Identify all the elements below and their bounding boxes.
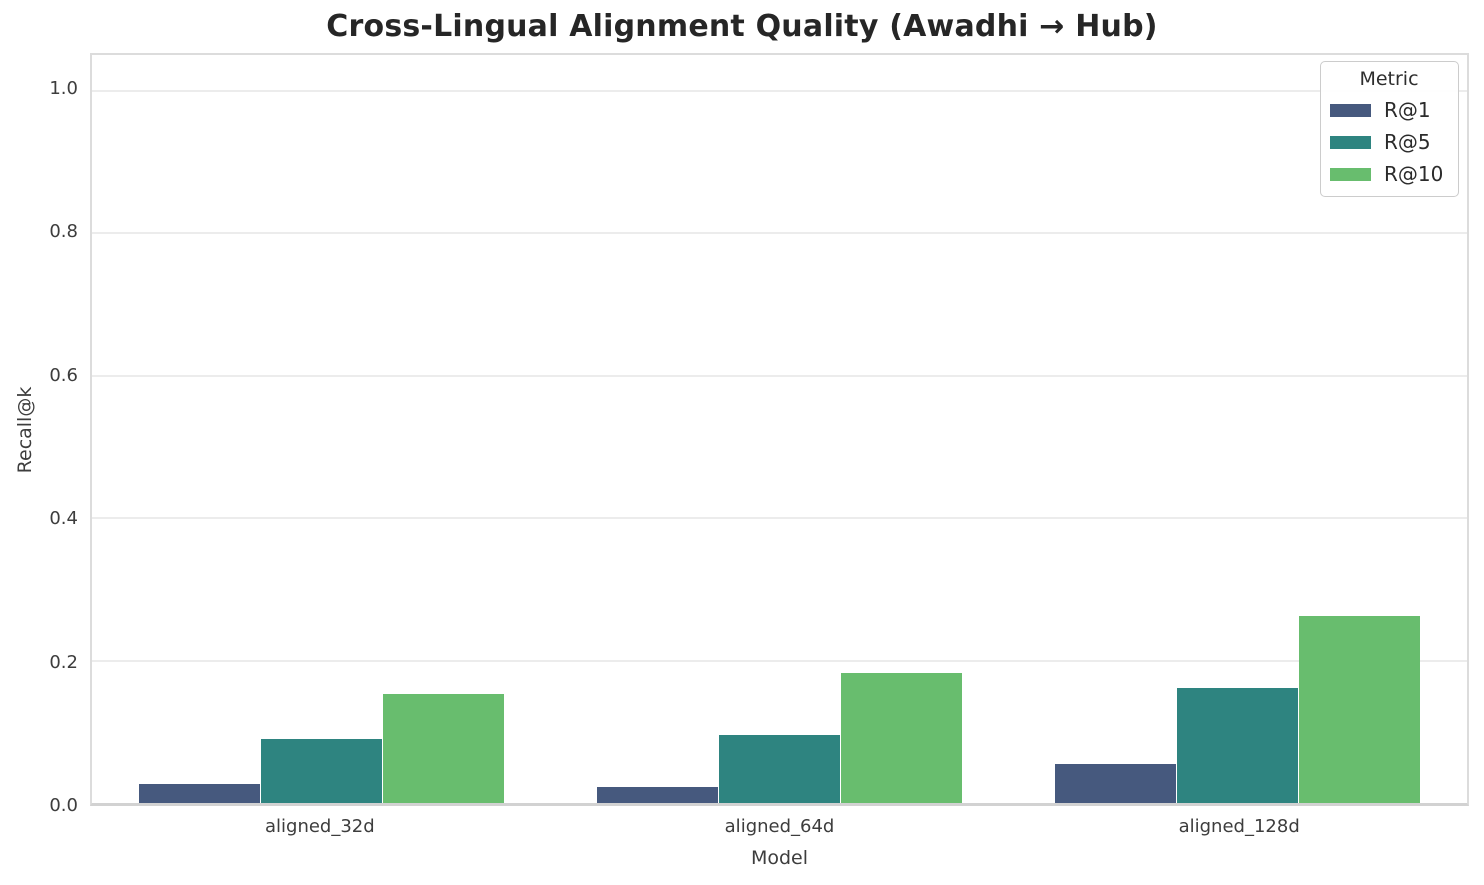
legend-title: Metric	[1359, 68, 1419, 90]
x-axis-label: Model	[750, 847, 809, 869]
bar-R@5-aligned_128d	[1177, 688, 1299, 803]
y-tick-label: 0.6	[49, 364, 78, 386]
bar-R@5-aligned_64d	[718, 735, 840, 803]
gridline-1	[92, 89, 1467, 92]
x-axis-ticks: aligned_32d aligned_64d aligned_128d	[90, 816, 1469, 837]
legend-swatch-icon	[1330, 167, 1371, 181]
y-tick-label: 0.8	[49, 221, 78, 243]
gridline-0.2	[92, 659, 1467, 662]
legend-item-R@5: R@5	[1330, 130, 1448, 154]
legend-items: R@1 R@5 R@10	[1330, 98, 1448, 186]
bar-group-aligned_64d	[550, 55, 1008, 803]
gridline-0.8	[92, 232, 1467, 235]
bars-layer	[92, 55, 1467, 803]
x-tick-label-aligned_32d: aligned_32d	[264, 816, 375, 837]
bar-R@10-aligned_32d	[382, 694, 504, 803]
bar-R@1-aligned_32d	[138, 783, 260, 803]
bar-group-aligned_32d	[92, 55, 550, 803]
bar-group-aligned_128d	[1009, 55, 1467, 803]
y-tick-label: 0.0	[49, 795, 78, 816]
bar-R@1-aligned_64d	[596, 787, 718, 803]
bar-R@5-aligned_32d	[260, 738, 382, 803]
x-tick-label-aligned_64d: aligned_64d	[724, 816, 835, 837]
legend-label: R@10	[1384, 162, 1444, 186]
bar-R@10-aligned_64d	[840, 672, 962, 803]
legend-swatch-icon	[1330, 103, 1371, 117]
legend-label: R@1	[1384, 98, 1431, 122]
gridline-0.4	[92, 517, 1467, 520]
legend-swatch-icon	[1330, 135, 1371, 149]
plot-area: Metric R@1 R@5 R@10	[90, 53, 1469, 806]
legend-item-R@10: R@10	[1330, 162, 1448, 186]
legend: Metric R@1 R@5 R@10	[1320, 61, 1459, 197]
bar-R@10-aligned_128d	[1299, 616, 1421, 803]
chart-title: Cross-Lingual Alignment Quality (Awadhi …	[326, 9, 1158, 44]
bar-R@1-aligned_128d	[1055, 763, 1177, 803]
y-axis-label: Recall@k	[14, 386, 36, 474]
y-tick-label: 0.2	[49, 651, 78, 673]
legend-item-R@1: R@1	[1330, 98, 1448, 122]
y-axis-ticks: 0.0 0.2 0.4 0.6 0.8 1.0	[0, 53, 80, 816]
gridline-0.6	[92, 374, 1467, 377]
legend-label: R@5	[1384, 130, 1431, 154]
y-tick-label: 1.0	[49, 77, 78, 99]
y-tick-label: 0.4	[49, 508, 78, 530]
x-tick-label-aligned_128d: aligned_128d	[1178, 816, 1300, 837]
